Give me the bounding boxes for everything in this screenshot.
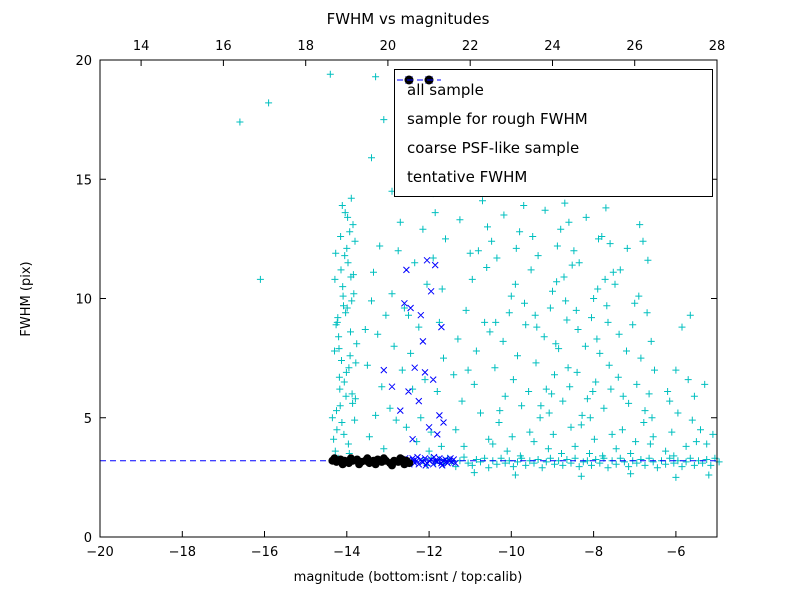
psf-sample-point bbox=[400, 460, 409, 469]
tick-label: 18 bbox=[297, 39, 314, 54]
legend-label: all sample bbox=[407, 80, 484, 99]
psf-sample-point bbox=[363, 454, 372, 463]
tick-label: −12 bbox=[415, 545, 442, 560]
psf-sample-point bbox=[330, 454, 339, 463]
tick-label: 10 bbox=[75, 293, 92, 308]
tick-label: 20 bbox=[75, 54, 92, 69]
tick-label: 16 bbox=[215, 39, 232, 54]
psf-sample-point bbox=[396, 454, 405, 463]
y-axis-label: FWHM (pix) bbox=[19, 261, 34, 336]
tick-label: −8 bbox=[584, 545, 603, 560]
psf-sample-point bbox=[346, 454, 355, 463]
tick-label: 22 bbox=[462, 39, 479, 54]
tick-label: 28 bbox=[709, 39, 726, 54]
tick-label: 24 bbox=[544, 39, 561, 54]
tick-label: 20 bbox=[380, 39, 397, 54]
legend-label: coarse PSF-like sample bbox=[407, 138, 580, 157]
tick-label: −18 bbox=[169, 545, 196, 560]
tick-label: −16 bbox=[251, 545, 278, 560]
psf-sample-point bbox=[379, 454, 388, 463]
psf-sample-point bbox=[388, 461, 396, 470]
tick-label: 0 bbox=[84, 531, 92, 546]
axis-ticks bbox=[99, 59, 718, 538]
tick-label: −6 bbox=[666, 545, 685, 560]
legend-item-all-sample: all sample bbox=[405, 75, 702, 104]
tick-labels: −20 −18 −16 −14 −12 −10 −8 −6 14 16 18 20 22 24 26 28 0 5… bbox=[75, 39, 725, 560]
tick-label: 26 bbox=[626, 39, 643, 54]
tick-label: 15 bbox=[75, 173, 92, 188]
psf-sample-point bbox=[338, 460, 347, 469]
tick-label: −20 bbox=[86, 545, 113, 560]
psf-sample-point bbox=[371, 460, 380, 469]
tick-label: 5 bbox=[84, 412, 92, 427]
legend-item-rough-fwhm: sample for rough FWHM bbox=[405, 76, 702, 133]
psf-sample-point bbox=[355, 460, 364, 469]
tick-label: −14 bbox=[333, 545, 360, 560]
legend-label: sample for rough FWHM bbox=[407, 109, 588, 128]
tick-label: 14 bbox=[133, 39, 150, 54]
legend-label: tentative FWHM bbox=[407, 167, 528, 186]
legend-item-psf-sample: coarse PSF-like sample bbox=[404, 75, 702, 162]
chart-title: FWHM vs magnitudes bbox=[327, 10, 490, 28]
tick-label: −10 bbox=[498, 545, 525, 560]
legend: all sample sample for rough FWHM coarse … bbox=[394, 69, 713, 197]
x-axis-label: magnitude (bottom:isnt / top:calib) bbox=[294, 570, 523, 585]
legend-item-tentative-fwhm: tentative FWHM bbox=[397, 79, 702, 191]
dashed-line-icon bbox=[397, 79, 441, 81]
psf-sample-series bbox=[328, 454, 414, 470]
